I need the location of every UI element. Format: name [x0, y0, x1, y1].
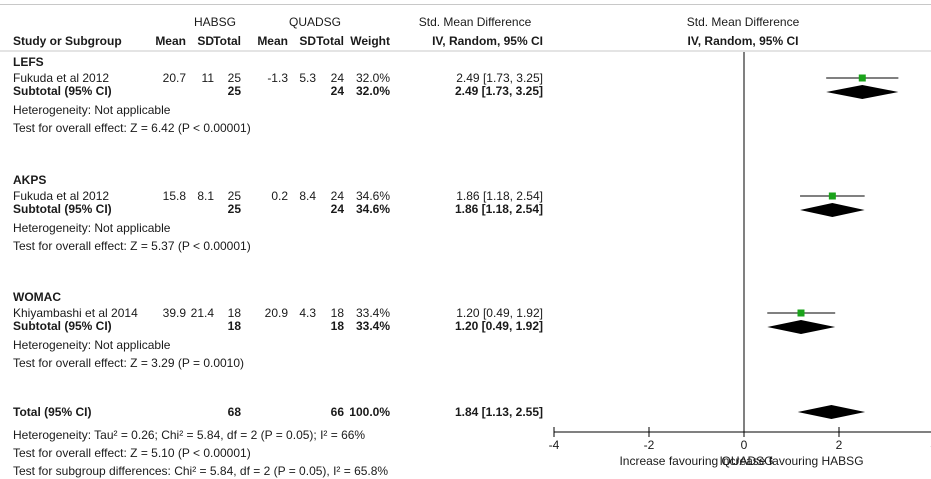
x-axis-left-label: Increase favouring QUADSG — [619, 454, 773, 468]
subgroup-3-study-mean2: 20.9 — [265, 306, 289, 320]
column-header-2: SD — [197, 34, 214, 48]
column-header-7: Weight — [350, 34, 390, 48]
subgroup-2-study-label: Fukuda et al 2012 — [13, 189, 109, 203]
subgroup-1-study-n1: 25 — [228, 71, 242, 85]
subgroup-3-study-sd1: 21.4 — [191, 306, 215, 320]
subgroup-2-overall-effect: Test for overall effect: Z = 5.37 (P < 0… — [13, 239, 251, 253]
subgroup-2-heterogeneity: Heterogeneity: Not applicable — [13, 221, 171, 235]
subgroup-3-heterogeneity: Heterogeneity: Not applicable — [13, 338, 171, 352]
subgroup-1-heterogeneity: Heterogeneity: Not applicable — [13, 103, 171, 117]
subgroup-1-study-weight: 32.0% — [356, 71, 390, 85]
subgroup-1-study-mean2: -1.3 — [267, 71, 288, 85]
subgroup-2-study-n1: 25 — [228, 189, 242, 203]
plot-method-header: IV, Random, 95% CI — [688, 34, 799, 48]
subgroup-1-subtotal-ci: 2.49 [1.73, 3.25] — [455, 84, 543, 98]
total-heterogeneity: Heterogeneity: Tau² = 0.26; Chi² = 5.84,… — [13, 428, 365, 442]
x-tick-label-2: 0 — [741, 438, 748, 452]
total-ci: 1.84 [1.13, 2.55] — [455, 405, 543, 419]
subgroup-2-study-mean1: 15.8 — [163, 189, 187, 203]
total-label: Total (95% CI) — [13, 405, 91, 419]
subgroup-1-study-n2: 24 — [331, 71, 345, 85]
subgroup-2-study-sd1: 8.1 — [197, 189, 214, 203]
subgroup-1-study-label: Fukuda et al 2012 — [13, 71, 109, 85]
x-tick-label-3: 2 — [836, 438, 843, 452]
subgroup-1-study-sd2: 5.3 — [299, 71, 316, 85]
subgroup-3-subtotal-n2: 18 — [331, 319, 345, 333]
subgroup-3-overall-effect: Test for overall effect: Z = 3.29 (P = 0… — [13, 356, 244, 370]
subgroup-2-study-sd2: 8.4 — [299, 189, 316, 203]
x-tick-label-0: -4 — [549, 438, 560, 452]
column-header-6: Total — [316, 34, 344, 48]
subgroup-2-name: AKPS — [13, 173, 46, 187]
subgroup-3-study-mean1: 39.9 — [163, 306, 187, 320]
plot-column-header: Std. Mean Difference — [687, 15, 800, 29]
group2-header: QUADSG — [289, 15, 341, 29]
subgroup-1-subtotal-n2: 24 — [331, 84, 345, 98]
subgroup-1-study-marker — [858, 74, 866, 82]
subgroup-3-study-sd2: 4.3 — [299, 306, 316, 320]
column-header-0: Study or Subgroup — [13, 34, 122, 48]
effect-column-header: Std. Mean Difference — [419, 15, 532, 29]
total-weight: 100.0% — [349, 405, 390, 419]
subgroup-2-study-marker — [828, 192, 836, 200]
subgroup-2-subtotal-diamond — [800, 203, 865, 217]
subgroup-3-study-weight: 33.4% — [356, 306, 390, 320]
subgroup-1-subtotal-weight: 32.0% — [356, 84, 390, 98]
subgroup-2-study-mean2: 0.2 — [271, 189, 288, 203]
x-tick-label-1: -2 — [644, 438, 655, 452]
subgroup-2-subtotal-n1: 25 — [228, 202, 242, 216]
subgroup-2-study-weight: 34.6% — [356, 189, 390, 203]
subgroup-3-subtotal-diamond — [767, 320, 836, 334]
total-n1: 68 — [228, 405, 242, 419]
subgroup-2-study-ci: 1.86 [1.18, 2.54] — [456, 189, 543, 203]
x-axis-right-label: Increase favouring HABSG — [719, 454, 863, 468]
subgroup-1-subtotal-n1: 25 — [228, 84, 242, 98]
column-header-5: SD — [299, 34, 316, 48]
subgroup-3-study-label: Khiyambashi et al 2014 — [13, 306, 138, 320]
subgroup-3-study-n2: 18 — [331, 306, 345, 320]
subgroup-1-overall-effect: Test for overall effect: Z = 6.42 (P < 0… — [13, 121, 251, 135]
total-n2: 66 — [331, 405, 345, 419]
subgroup-3-study-marker — [797, 309, 805, 317]
subgroup-3-subtotal-label: Subtotal (95% CI) — [13, 319, 112, 333]
subgroup-1-study-ci: 2.49 [1.73, 3.25] — [456, 71, 543, 85]
subgroup-1-name: LEFS — [13, 55, 44, 69]
subgroup-3-subtotal-weight: 33.4% — [356, 319, 390, 333]
total-diamond — [797, 405, 866, 419]
subgroup-2-subtotal-n2: 24 — [331, 202, 345, 216]
total-overall-effect: Test for overall effect: Z = 5.10 (P < 0… — [13, 446, 251, 460]
column-header-3: Total — [213, 34, 241, 48]
subgroup-2-study-n2: 24 — [331, 189, 345, 203]
subgroup-1-study-mean1: 20.7 — [163, 71, 187, 85]
subgroup-3-study-n1: 18 — [228, 306, 242, 320]
subgroup-3-study-ci: 1.20 [0.49, 1.92] — [456, 306, 543, 320]
group1-header: HABSG — [194, 15, 236, 29]
column-header-1: Mean — [155, 34, 186, 48]
top-rule — [0, 4, 931, 5]
subgroup-3-subtotal-n1: 18 — [228, 319, 242, 333]
subgroup-1-subtotal-label: Subtotal (95% CI) — [13, 84, 112, 98]
column-header-4: Mean — [257, 34, 288, 48]
subgroup-differences: Test for subgroup differences: Chi² = 5.… — [13, 464, 388, 478]
subgroup-1-subtotal-diamond — [826, 85, 899, 99]
effect-method-header: IV, Random, 95% CI — [432, 34, 543, 48]
subgroup-2-subtotal-weight: 34.6% — [356, 202, 390, 216]
subgroup-2-subtotal-ci: 1.86 [1.18, 2.54] — [455, 202, 543, 216]
subgroup-1-study-sd1: 11 — [202, 71, 215, 85]
subgroup-3-subtotal-ci: 1.20 [0.49, 1.92] — [455, 319, 543, 333]
subgroup-2-subtotal-label: Subtotal (95% CI) — [13, 202, 112, 216]
subgroup-3-name: WOMAC — [13, 290, 61, 304]
